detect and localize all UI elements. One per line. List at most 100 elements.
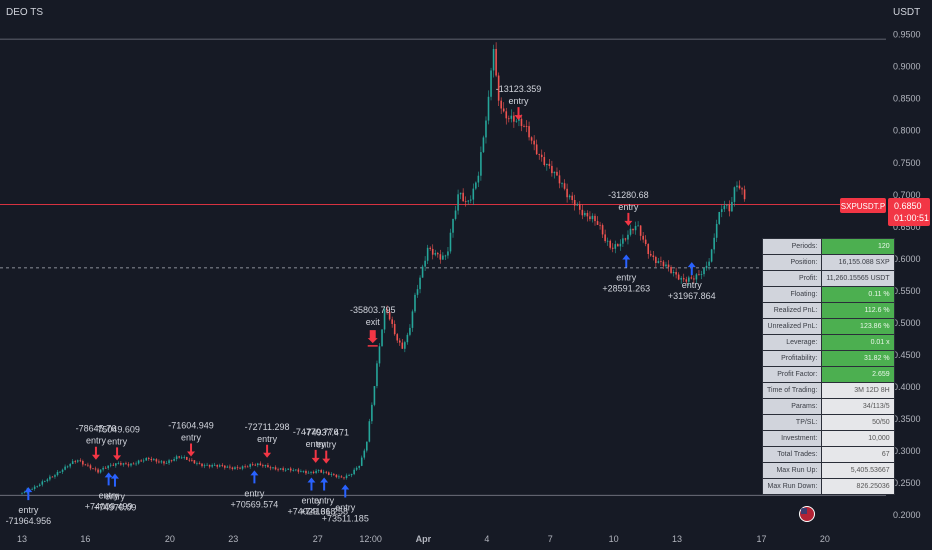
candle-body <box>244 466 246 468</box>
candle-body <box>71 461 74 464</box>
chart-title: DEO TS <box>6 7 43 18</box>
candle-body <box>726 204 728 206</box>
candle-body <box>87 464 89 466</box>
stats-key: Profit: <box>761 270 823 287</box>
candle-body <box>586 213 589 217</box>
signal-value: +74029.618 <box>288 506 336 516</box>
price-badge <box>888 198 930 226</box>
candle-body <box>21 492 23 494</box>
candle-body <box>373 386 376 405</box>
candle-body <box>102 467 104 470</box>
candle-body <box>38 484 41 486</box>
candle-body <box>201 463 203 467</box>
stats-value: 0.01 x <box>821 334 895 351</box>
candle-body <box>89 465 92 469</box>
y-tick-label: 0.7500 <box>893 158 921 168</box>
candle-body <box>239 467 241 469</box>
candle-body <box>627 234 629 240</box>
sell-arrow-icon <box>322 450 331 464</box>
candle-body <box>682 278 685 280</box>
signal-value: -78645.76 <box>76 424 117 434</box>
candle-body <box>644 239 647 245</box>
candle-body <box>54 475 56 477</box>
exit-arrow-icon <box>367 330 378 347</box>
candle-body <box>366 441 368 451</box>
stats-key: Floating: <box>761 286 823 303</box>
candle-body <box>262 465 264 467</box>
candle-body <box>216 464 219 467</box>
signal-value: -74937.471 <box>303 428 349 438</box>
stats-row: Floating: 0.11 % <box>761 286 895 303</box>
candle-body <box>343 477 345 479</box>
signal-label: entry <box>314 495 335 505</box>
candle-body <box>665 264 667 267</box>
stats-value: 0.11 % <box>821 286 895 303</box>
candle-body <box>165 463 168 464</box>
stats-row: Realized PnL: 112.6 % <box>761 302 895 319</box>
signal-value: -75049.609 <box>94 424 140 434</box>
stats-row: Total Trades: 67 <box>761 446 895 463</box>
buy-arrow-icon <box>250 470 259 484</box>
buy-arrow-icon <box>320 477 329 491</box>
stats-value: 50/50 <box>821 414 895 431</box>
candle-body <box>355 467 358 470</box>
x-tick-label: 20 <box>165 534 175 544</box>
candle-body <box>581 209 584 216</box>
candle-body <box>142 460 145 462</box>
candle-body <box>251 464 254 466</box>
stats-value: 10,000 <box>821 430 895 447</box>
candle-body <box>619 243 622 247</box>
candle-body <box>175 456 178 460</box>
candle-body <box>713 237 715 250</box>
candle-body <box>315 470 317 473</box>
candle-body <box>647 244 650 255</box>
x-tick-label: 13 <box>17 534 27 544</box>
signal-value: -31280.68 <box>608 190 649 200</box>
candle-body <box>444 255 447 257</box>
x-tick-label: Apr <box>416 534 432 544</box>
bar-countdown: 01:00:51 <box>894 213 929 223</box>
candle-body <box>322 471 325 473</box>
y-tick-label: 0.4000 <box>893 382 921 392</box>
candle-body <box>211 465 213 467</box>
candle-body <box>381 329 383 347</box>
x-tick-label: 4 <box>484 534 489 544</box>
stats-key: Max Run Down: <box>761 478 823 495</box>
candle-body <box>591 215 594 220</box>
candle-body <box>437 253 439 255</box>
candle-body <box>115 463 117 466</box>
signal-value: -72711.298 <box>245 422 290 432</box>
candle-body <box>56 471 59 476</box>
candle-body <box>584 213 586 216</box>
candle-body <box>254 464 257 466</box>
candle-body <box>208 464 211 467</box>
signal-label: entry <box>257 434 278 444</box>
candle-body <box>492 48 495 71</box>
signal-label: entry <box>181 433 202 443</box>
candle-body <box>525 126 528 127</box>
candle-body <box>226 466 229 468</box>
us-flag-icon <box>799 506 815 522</box>
candle-body <box>104 467 107 469</box>
candle-body <box>135 463 137 465</box>
buy-arrow-icon <box>341 484 350 498</box>
x-tick-label: 23 <box>228 534 238 544</box>
candle-body <box>74 461 77 462</box>
candle-body <box>690 277 693 279</box>
candle-body <box>617 244 619 247</box>
candle-body <box>698 274 700 276</box>
candle-body <box>743 189 746 200</box>
signal-value: -74770.776 <box>293 427 339 437</box>
candle-body <box>614 244 617 249</box>
signal-label: entry <box>107 436 128 446</box>
candle-body <box>672 271 675 273</box>
candle-body <box>109 464 112 466</box>
candle-body <box>393 323 396 335</box>
stats-row: Profit Factor: 2.659 <box>761 366 895 383</box>
candle-body <box>510 115 513 119</box>
candle-body <box>221 465 224 467</box>
candle-body <box>693 278 695 280</box>
candle-body <box>130 463 132 466</box>
candle-body <box>426 247 429 261</box>
